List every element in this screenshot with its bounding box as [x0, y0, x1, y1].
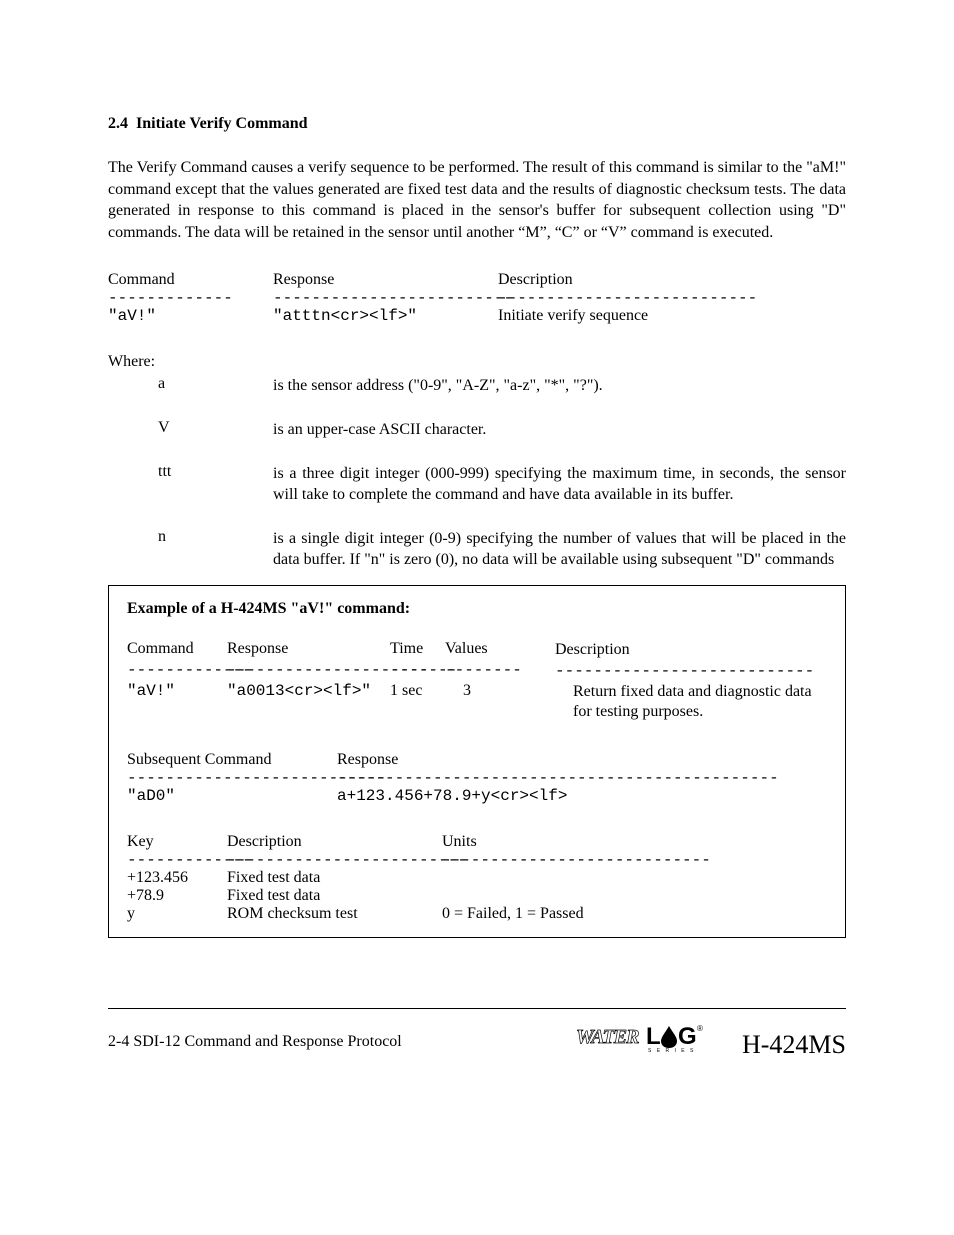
ex-val-values: 3 [445, 682, 573, 700]
section-number: 2.4 [108, 115, 128, 132]
ex-val-response: "a0013<cr><lf>" [227, 682, 390, 700]
svg-text:S E R I E S: S E R I E S [648, 1048, 695, 1053]
where-desc-n: is a single digit integer (0-9) specifyi… [208, 528, 846, 571]
svg-text:WATER: WATER [576, 1026, 639, 1048]
ex-dash-2: --------------------- [227, 661, 390, 679]
cmd-value-response: "atttn<cr><lf>" [273, 307, 498, 325]
intro-paragraph: The Verify Command causes a verify seque… [108, 157, 846, 243]
svg-text:L: L [646, 1023, 661, 1050]
footer-left: 2-4 SDI-12 Command and Response Protocol [108, 1033, 402, 1051]
cmd-header-response: Response [273, 271, 498, 289]
section-title: Initiate Verify Command [136, 115, 308, 132]
ex-header-description: Description [555, 640, 827, 661]
where-label: Where: [108, 353, 846, 371]
ex-dash-4: -------- [445, 661, 555, 679]
ex-key-2-key: y [127, 905, 227, 923]
ex-key-2-units: 0 = Failed, 1 = Passed [442, 905, 827, 923]
where-sym-ttt: ttt [108, 463, 208, 481]
where-sym-n: n [108, 528, 208, 546]
ex-key-1-desc: Fixed test data [227, 887, 442, 905]
ex-val-time: 1 sec [390, 682, 445, 700]
example-heading: Example of a H-424MS "aV!" command: [127, 600, 827, 618]
ex-key-dash-1: ------------- [127, 851, 227, 869]
ex-sub-val-response: a+123.456+78.9+y<cr><lf> [337, 787, 827, 805]
where-desc-v: is an upper-case ASCII character. [208, 419, 846, 441]
ex-key-2-desc: ROM checksum test [227, 905, 442, 923]
ex-dash-5: --------------------------- [555, 661, 827, 682]
ex-header-values: Values [445, 640, 555, 658]
ex-key-dash-3: ---------------------------- [442, 851, 827, 869]
ex-header-time: Time [390, 640, 445, 658]
cmd-dash-3: --------------------------- [498, 289, 846, 307]
command-table: Command Response Description -----------… [108, 271, 846, 325]
ex-key-0-desc: Fixed test data [227, 869, 442, 887]
ex-val-description: Return fixed data and diagnostic data fo… [573, 682, 827, 724]
waterlog-logo: WATER L G S E R I E S ® [576, 1023, 736, 1051]
ex-sub-val-command: "aD0" [127, 787, 337, 805]
ex-key-header-units: Units [442, 833, 827, 851]
cmd-dash-1: ------------- [108, 289, 273, 307]
example-box: Example of a H-424MS "aV!" command: Comm… [108, 585, 846, 938]
cmd-header-command: Command [108, 271, 273, 289]
svg-text:G: G [678, 1023, 697, 1050]
where-desc-ttt: is a three digit integer (000-999) speci… [208, 463, 846, 506]
cmd-value-description: Initiate verify sequence [498, 307, 846, 325]
ex-key-0-key: +123.456 [127, 869, 227, 887]
ex-key-1-key: +78.9 [127, 887, 227, 905]
where-sym-v: V [108, 419, 208, 437]
ex-val-command: "aV!" [127, 682, 227, 700]
ex-key-header-desc: Description [227, 833, 442, 851]
section-heading: 2.4 Initiate Verify Command [108, 115, 846, 133]
where-sym-a: a [108, 375, 208, 393]
ex-key-dash-2: ------------------------- [227, 851, 442, 869]
ex-sub-dash-2: ----------------------------------------… [337, 769, 827, 787]
where-desc-a: is the sensor address ("0-9", "A-Z", "a-… [208, 375, 846, 397]
footer-right: WATER L G S E R I E S ® H-424MS [576, 1023, 846, 1060]
cmd-value-command: "aV!" [108, 307, 273, 325]
ex-sub-header-command: Subsequent Command [127, 751, 337, 769]
cmd-header-description: Description [498, 271, 846, 289]
ex-sub-header-response: Response [337, 751, 827, 769]
ex-dash-3: ------- [390, 661, 445, 679]
ex-header-response: Response [227, 640, 390, 658]
where-block: Where: a is the sensor address ("0-9", "… [108, 353, 846, 571]
footer-model: H-424MS [742, 1030, 846, 1060]
ex-dash-1: ------------- [127, 661, 227, 679]
svg-text:®: ® [697, 1024, 703, 1033]
cmd-dash-2: ------------------------- [273, 289, 498, 307]
ex-sub-dash-1: --------------------------- [127, 769, 337, 787]
ex-header-command: Command [127, 640, 227, 658]
ex-key-header-key: Key [127, 833, 227, 851]
page-footer: 2-4 SDI-12 Command and Response Protocol… [108, 1008, 846, 1060]
